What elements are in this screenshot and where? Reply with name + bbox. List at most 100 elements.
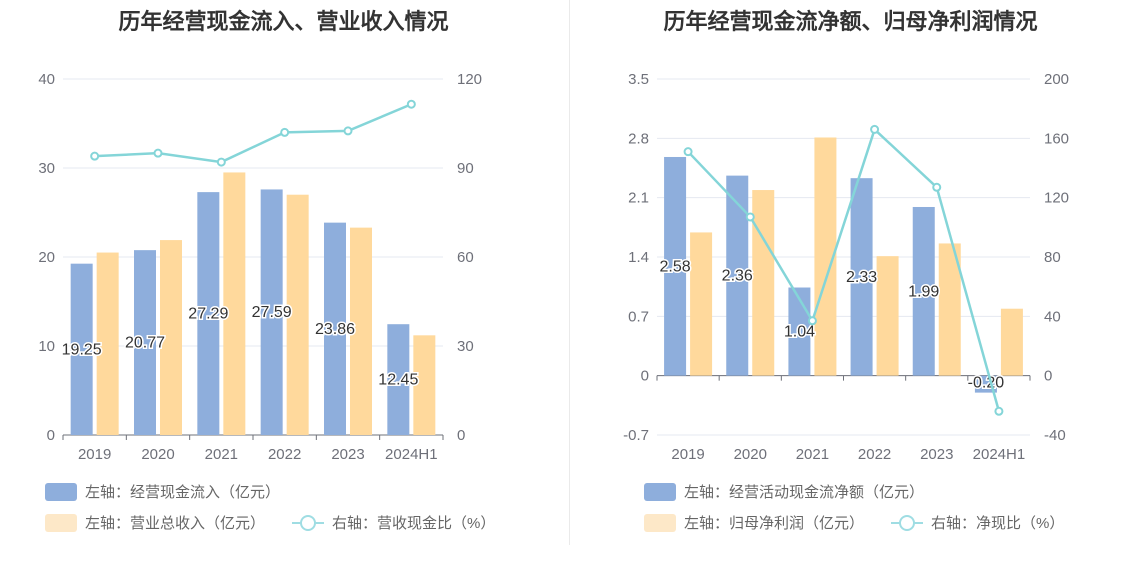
legend-label: 左轴：营业总收入（亿元） xyxy=(85,515,266,532)
line-series xyxy=(94,103,412,164)
legend-item-cash-ratio[interactable]: 右轴：营收现金比（%） xyxy=(292,512,495,533)
bar-data-label: 2.58 xyxy=(660,258,691,275)
x-tick-label: 2024H1 xyxy=(973,446,1026,463)
bar-series-1 xyxy=(912,206,935,376)
line-point xyxy=(745,212,755,222)
bar-series-2 xyxy=(160,240,182,435)
y-left-tick-label: 2.1 xyxy=(628,190,649,207)
legend-label: 右轴：净现比（%） xyxy=(931,515,1065,532)
chart-plot-area: 0 10 20 30 40 0 30 60 90 120 2019 2020 2021 2022 2023 2… xyxy=(38,71,482,463)
legend-item-net-profit[interactable]: 左轴：归母净利润（亿元） xyxy=(644,512,864,533)
y-right-tick-label: 120 xyxy=(1044,190,1069,207)
chart-panel-cash-inflow: 历年经营现金流入、营业收入情况 0 10 20 30 40 0 30 60 90 120 2019 2… xyxy=(0,9,567,538)
y-left-tick-label: 1.4 xyxy=(628,249,649,266)
legend-label: 左轴：归母净利润（亿元） xyxy=(684,515,865,532)
chart-panel-net-cash-flow: 历年经营现金流净额、归母净利润情况 -0.7 0 0.7 1.4 2.1 2.8 3.5 -4… xyxy=(567,0,1134,582)
bar-series-1 xyxy=(324,222,346,435)
legend-swatch-bar xyxy=(45,482,77,501)
x-tick-label: 2023 xyxy=(920,446,953,463)
line-point xyxy=(807,316,817,326)
legend-swatch-line-icon xyxy=(292,514,324,532)
chart-title: 历年经营现金流入、营业收入情况 xyxy=(118,9,449,34)
bar-series-1 xyxy=(726,175,749,376)
bar-data-label: -0.20 xyxy=(968,375,1005,392)
bar-series-2 xyxy=(413,335,436,435)
x-tick-label: 2020 xyxy=(141,446,174,463)
bar-series-2 xyxy=(690,232,713,376)
bar-series-2 xyxy=(814,137,837,376)
y-right-tick-label: -40 xyxy=(1044,427,1066,444)
y-left-tick-label: 20 xyxy=(38,249,55,266)
line-point xyxy=(406,99,416,109)
bar-data-label: 20.77 xyxy=(125,335,165,352)
y-right-tick-label: 60 xyxy=(457,249,474,266)
legend-label: 左轴：经营现金流入（亿元） xyxy=(85,484,281,501)
line-point xyxy=(994,406,1004,416)
bar-series-2 xyxy=(223,172,246,435)
legend-swatch-bar xyxy=(644,482,676,501)
line-point xyxy=(683,147,693,157)
chart-legend: 左轴：经营活动现金流净额（亿元） 左轴：归母净利润（亿元） 右轴：净现比（%） xyxy=(567,478,1134,538)
y-right-tick-label: 30 xyxy=(457,338,474,355)
bar-series-1 xyxy=(260,189,283,435)
x-tick-label: 2020 xyxy=(734,446,767,463)
x-tick-label: 2022 xyxy=(858,446,891,463)
bar-series-2 xyxy=(1000,308,1023,376)
line-point xyxy=(870,124,880,134)
bar-series-2 xyxy=(286,194,309,435)
bar-data-label: 12.45 xyxy=(378,372,418,389)
bar-data-label: 2.33 xyxy=(846,269,877,286)
bar-series-2 xyxy=(752,190,775,376)
bar-data-label: 2.36 xyxy=(722,268,753,285)
bar-series-1 xyxy=(664,156,687,376)
bar-series-2 xyxy=(938,243,961,376)
y-right-tick-label: 40 xyxy=(1044,308,1061,325)
panel-divider xyxy=(569,0,570,545)
bar-data-label: 19.25 xyxy=(62,341,102,358)
bar-data-label: 23.86 xyxy=(315,321,355,338)
bar-series-2 xyxy=(96,252,119,435)
x-tick-label: 2019 xyxy=(78,446,111,463)
line-series xyxy=(687,127,1001,412)
legend-swatch-bar xyxy=(644,513,676,532)
bar-series-2 xyxy=(876,256,899,376)
bar-series-1 xyxy=(850,178,873,376)
y-left-tick-label: 0.7 xyxy=(628,308,649,325)
bar-series-1 xyxy=(387,324,410,435)
x-tick-label: 2024H1 xyxy=(385,446,438,463)
legend-item-net-cash-ratio[interactable]: 右轴：净现比（%） xyxy=(891,512,1064,533)
y-right-tick-label: 200 xyxy=(1044,71,1069,88)
line-point xyxy=(280,127,290,137)
chart-title: 历年经营现金流净额、归母净利润情况 xyxy=(663,9,1038,34)
y-left-tick-label: 30 xyxy=(38,160,55,177)
x-tick-label: 2019 xyxy=(671,446,704,463)
y-right-tick-label: 0 xyxy=(457,427,465,444)
y-left-tick-label: 2.8 xyxy=(628,130,649,147)
legend-item-revenue[interactable]: 左轴：营业总收入（亿元） xyxy=(45,512,265,533)
line-point xyxy=(343,126,353,136)
legend-item-net-cash-flow[interactable]: 左轴：经营活动现金流净额（亿元） xyxy=(644,481,924,502)
bar-data-label: 1.99 xyxy=(908,283,939,300)
bar-series-1 xyxy=(197,192,220,435)
x-tick-label: 2021 xyxy=(205,446,238,463)
y-right-tick-label: 80 xyxy=(1044,249,1061,266)
line-point xyxy=(90,151,100,161)
bar-data-label: 27.59 xyxy=(252,304,292,321)
x-tick-label: 2021 xyxy=(796,446,829,463)
bar-series-1 xyxy=(70,263,93,435)
line-point xyxy=(216,157,226,167)
y-left-tick-label: 3.5 xyxy=(628,71,649,88)
y-left-tick-label: 40 xyxy=(38,71,55,88)
legend-swatch-bar xyxy=(45,513,77,532)
legend-label: 左轴：经营活动现金流净额（亿元） xyxy=(684,484,925,501)
y-left-tick-label: 0 xyxy=(47,427,55,444)
bar-series-2 xyxy=(350,227,372,435)
bar-data-label: 27.29 xyxy=(188,306,228,323)
line-point xyxy=(932,182,942,192)
legend-item-cash-inflow[interactable]: 左轴：经营现金流入（亿元） xyxy=(45,481,280,502)
bar-series-1 xyxy=(134,250,156,435)
y-left-tick-label: 0 xyxy=(641,368,649,385)
legend-swatch-line-icon xyxy=(891,514,923,532)
y-right-tick-label: 90 xyxy=(457,160,474,177)
chart-legend: 左轴：经营现金流入（亿元） 左轴：营业总收入（亿元） 右轴：营收现金比（%） xyxy=(0,478,567,538)
